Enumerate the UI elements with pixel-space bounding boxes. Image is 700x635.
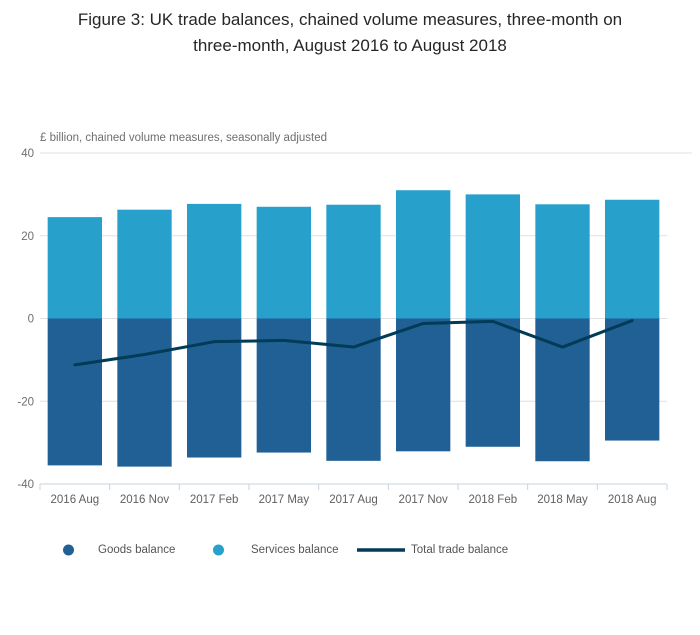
legend-item-services-balance[interactable]: Services balance bbox=[213, 540, 339, 560]
figure-title-line1: Figure 3: UK trade balances, chained vol… bbox=[77, 10, 623, 29]
x-axis-label: 2016 Nov bbox=[120, 494, 169, 506]
figure-title: Figure 3: UK trade balances, chained vol… bbox=[0, 7, 700, 60]
x-axis-label: 2018 Aug bbox=[608, 494, 657, 506]
x-axis-label: 2017 May bbox=[259, 494, 310, 506]
y-axis-label: -40 bbox=[17, 479, 34, 491]
x-axis-label: 2017 Feb bbox=[190, 494, 239, 506]
y-axis-label: -20 bbox=[17, 396, 34, 408]
x-axis-label: 2018 May bbox=[537, 494, 588, 506]
goods-bar[interactable] bbox=[47, 318, 103, 466]
services-bar[interactable] bbox=[256, 206, 312, 319]
legend-item-total-trade-balance[interactable]: Total trade balance bbox=[357, 540, 508, 560]
x-axis-label: 2017 Aug bbox=[329, 494, 378, 506]
services-bar[interactable] bbox=[117, 209, 172, 319]
legend-item-goods-balance[interactable]: Goods balance bbox=[63, 540, 175, 560]
y-axis-label: 0 bbox=[28, 314, 34, 326]
services-bar[interactable] bbox=[535, 204, 590, 319]
legend-label-total-trade-balance: Total trade balance bbox=[411, 544, 509, 556]
figure-title-line2: three-month, August 2016 to August 2018 bbox=[193, 36, 507, 56]
goods-balance-marker-icon bbox=[63, 544, 74, 556]
services-bar[interactable] bbox=[326, 204, 381, 319]
goods-bar[interactable] bbox=[117, 318, 172, 467]
chart-subtitle: £ billion, chained volume measures, seas… bbox=[40, 132, 328, 144]
legend: Goods balance Services balance Total tra… bbox=[0, 540, 700, 560]
goods-bar[interactable] bbox=[465, 318, 521, 447]
goods-bar[interactable] bbox=[395, 318, 451, 452]
goods-bar[interactable] bbox=[604, 318, 660, 441]
goods-bar[interactable] bbox=[186, 318, 242, 458]
total-trade-balance-line[interactable] bbox=[73, 319, 634, 367]
goods-bar[interactable] bbox=[535, 318, 590, 462]
services-bar[interactable] bbox=[465, 194, 521, 319]
services-bar[interactable] bbox=[395, 190, 451, 319]
services-bar[interactable] bbox=[604, 199, 660, 319]
goods-bar[interactable] bbox=[256, 318, 312, 453]
services-bar[interactable] bbox=[186, 203, 242, 319]
services-balance-marker-icon bbox=[213, 544, 224, 556]
x-axis-label: 2017 Nov bbox=[399, 494, 448, 506]
x-axis-label: 2016 Aug bbox=[51, 494, 100, 506]
x-axis-label: 2018 Feb bbox=[469, 494, 518, 506]
y-axis-label: 20 bbox=[21, 231, 34, 243]
legend-label-goods-balance: Goods balance bbox=[98, 544, 176, 556]
services-bar[interactable] bbox=[47, 217, 103, 319]
legend-label-services-balance: Services balance bbox=[251, 544, 339, 556]
y-axis-label: 40 bbox=[21, 148, 34, 160]
total-trade-line-marker-icon bbox=[357, 548, 405, 552]
